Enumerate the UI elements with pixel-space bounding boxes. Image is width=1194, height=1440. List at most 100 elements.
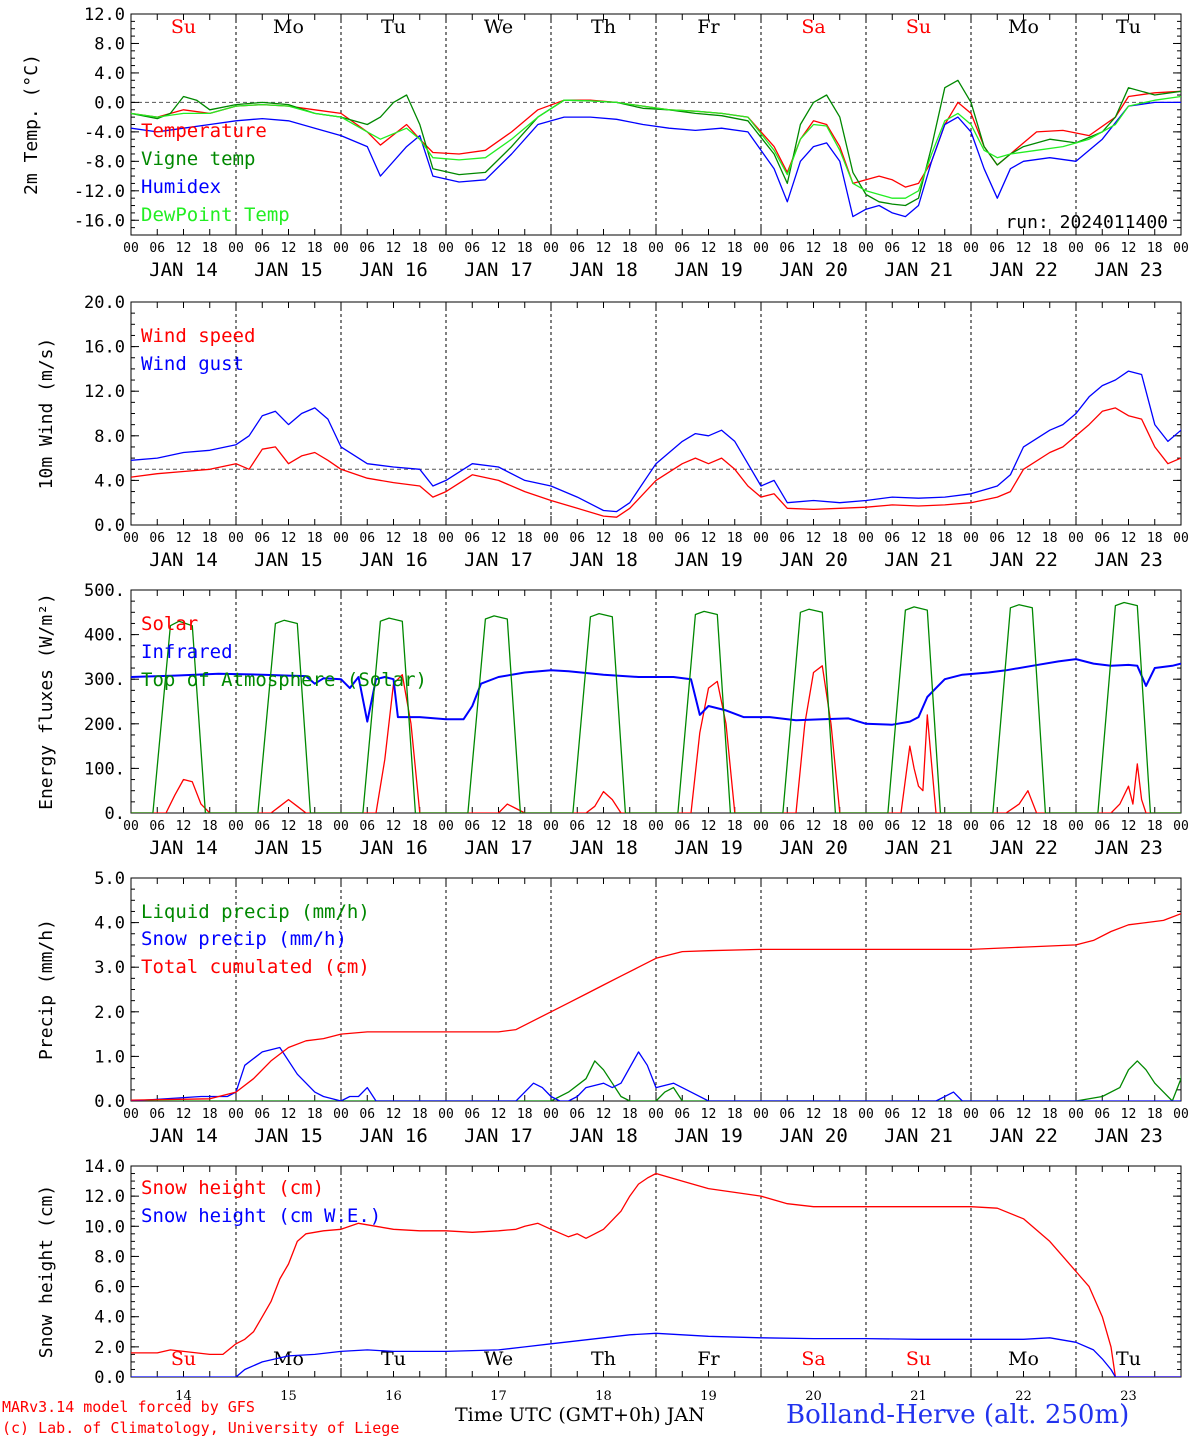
- x-hour-label: 06: [254, 1107, 270, 1122]
- x-hour-label: 12: [806, 819, 822, 834]
- x-hour-label: 12: [491, 1107, 507, 1122]
- weekday-label: Mo: [273, 1348, 304, 1370]
- weekday-label: Su: [171, 1348, 196, 1370]
- x-hour-label: 06: [149, 241, 165, 256]
- x-hour-label: 18: [622, 1107, 638, 1122]
- y-tick-label: 400.: [84, 626, 125, 646]
- x-day-number: 22: [1015, 1389, 1032, 1404]
- weekday-label: Tu: [1116, 16, 1141, 38]
- x-hour-label: 12: [806, 1107, 822, 1122]
- x-date-label: JAN 16: [359, 837, 428, 859]
- x-date-label: JAN 14: [149, 259, 218, 281]
- x-hour-label: 06: [1094, 819, 1110, 834]
- x-hour-label: 00: [543, 531, 559, 546]
- panel-flux: 500. 400. 300. 200. 100. 0. Energy fluxes (W/m…: [36, 581, 1189, 859]
- panel-snow: 14.0 12.0 10.0 8.0 6.0 4.0 2.0 0.0 Snow height (…: [36, 1157, 1182, 1404]
- x-hour-label: 06: [674, 819, 690, 834]
- y-axis-label: Snow height (cm): [36, 1185, 57, 1358]
- weekday-label: Su: [906, 1348, 931, 1370]
- x-hour-label: 12: [596, 241, 612, 256]
- y-tick-label: 2.0: [94, 1338, 125, 1358]
- panel-wind: 20.0 16.0 12.0 8.0 4.0 0.0 10m Wind (m/s) 00 06 1…: [36, 293, 1189, 571]
- x-hour-label: 18: [1147, 819, 1163, 834]
- weekday-label: Mo: [1008, 16, 1039, 38]
- x-date-label: JAN 19: [674, 259, 743, 281]
- x-hour-label: 12: [386, 1107, 402, 1122]
- x-hour-label: 00: [228, 531, 244, 546]
- x-hour-label: 00: [963, 819, 979, 834]
- x-hour-label: 18: [1147, 241, 1163, 256]
- x-hour-label: 18: [517, 241, 533, 256]
- x-hour-label: 18: [832, 819, 848, 834]
- x-hour-label: 06: [149, 1107, 165, 1122]
- x-hour-label: 18: [412, 241, 428, 256]
- x-hour-label: 18: [937, 531, 953, 546]
- y-tick-label: 4.0: [94, 1308, 125, 1328]
- x-hour-label: 00: [1173, 241, 1189, 256]
- x-hour-label: 06: [254, 819, 270, 834]
- y-axis-label: 10m Wind (m/s): [36, 338, 57, 490]
- x-hour-label: 06: [569, 241, 585, 256]
- series-group: [131, 370, 1181, 518]
- x-hour-label: 06: [149, 819, 165, 834]
- x-hour-label: 12: [596, 819, 612, 834]
- x-hour-label: 18: [622, 241, 638, 256]
- x-hour-label: 06: [359, 1107, 375, 1122]
- legend-entry: Liquid precip (mm/h): [141, 901, 370, 923]
- x-hour-label: 00: [543, 1107, 559, 1122]
- x-hour-label: 00: [1068, 1107, 1084, 1122]
- x-date-label: JAN 18: [569, 549, 638, 571]
- y-tick-label: 5.0: [94, 869, 125, 889]
- x-hour-label: 00: [963, 241, 979, 256]
- x-date-label: JAN 20: [779, 549, 848, 571]
- weekday-label: Tu: [1116, 1348, 1141, 1370]
- x-day-number: 19: [700, 1389, 717, 1404]
- legend-entry: Humidex: [141, 176, 221, 198]
- x-day-number: 15: [280, 1389, 297, 1404]
- x-hour-label: 12: [386, 819, 402, 834]
- weekday-label: Mo: [1008, 1348, 1039, 1370]
- series-group: [131, 912, 1181, 1101]
- x-hour-label: 18: [1147, 531, 1163, 546]
- x-hour-label: 18: [1042, 819, 1058, 834]
- x-hour-label: 00: [858, 241, 874, 256]
- x-hour-label: 06: [464, 1107, 480, 1122]
- x-hour-label: 12: [701, 531, 717, 546]
- x-date-label: JAN 18: [569, 1125, 638, 1147]
- x-hour-label: 00: [333, 1107, 349, 1122]
- y-tick-label: 0.: [105, 804, 125, 824]
- panel-temp: 12.0 8.0 4.0 0.0 -4.0 -8.0 -12.0 -16.0 2m Temp. …: [21, 5, 1189, 281]
- x-hour-label: 12: [911, 241, 927, 256]
- x-date-label: JAN 23: [1094, 1125, 1163, 1147]
- x-hour-label: 18: [727, 1107, 743, 1122]
- x-hour-label: 12: [1121, 531, 1137, 546]
- x-hour-label: 18: [412, 531, 428, 546]
- x-hour-label: 18: [307, 241, 323, 256]
- x-hour-label: 00: [123, 531, 139, 546]
- x-hour-label: 06: [779, 819, 795, 834]
- x-hour-label: 00: [333, 819, 349, 834]
- x-hour-label: 12: [911, 531, 927, 546]
- x-date-label: JAN 19: [674, 549, 743, 571]
- series-line-snow-height-cm-w-e-: [131, 1332, 1181, 1377]
- x-hour-label: 06: [989, 531, 1005, 546]
- y-tick-label: 4.0: [94, 471, 125, 491]
- weekday-label: We: [484, 1348, 513, 1370]
- x-hour-label: 18: [1147, 1107, 1163, 1122]
- x-hour-label: 00: [1068, 241, 1084, 256]
- x-date-label: JAN 14: [149, 1125, 218, 1147]
- x-date-label: JAN 14: [149, 837, 218, 859]
- x-day-number: 17: [490, 1389, 507, 1404]
- x-hour-label: 00: [648, 531, 664, 546]
- x-hour-label: 12: [491, 241, 507, 256]
- y-tick-label: 1.0: [94, 1047, 125, 1067]
- y-tick-label: 100.: [84, 759, 125, 779]
- panel-frame: [130, 589, 1182, 814]
- x-hour-label: 06: [359, 819, 375, 834]
- x-hour-label: 06: [989, 1107, 1005, 1122]
- x-date-label: JAN 20: [779, 1125, 848, 1147]
- y-tick-label: 12.0: [84, 382, 125, 402]
- x-hour-label: 18: [517, 1107, 533, 1122]
- x-hour-label: 18: [412, 1107, 428, 1122]
- x-hour-label: 00: [858, 531, 874, 546]
